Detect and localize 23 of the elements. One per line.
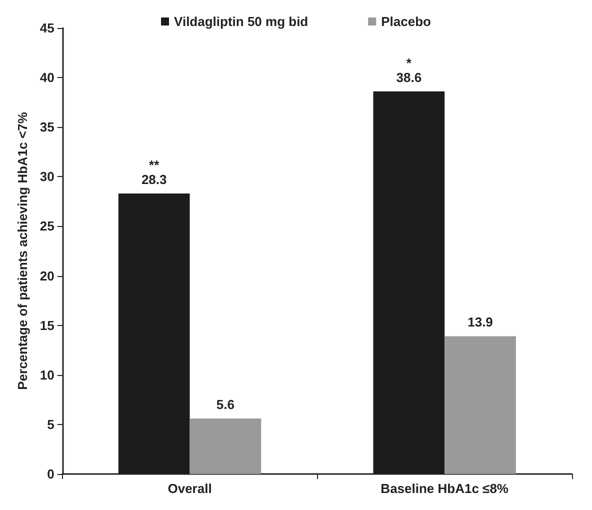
bar — [190, 418, 262, 474]
x-tick-label: Baseline HbA1c ≤8% — [380, 481, 509, 496]
y-tick-label: 0 — [47, 466, 54, 482]
y-tick-label: 10 — [40, 367, 54, 382]
x-tick-label: Overall — [168, 481, 212, 496]
bar — [444, 336, 516, 474]
legend-label: Vildagliptin 50 mg bid — [174, 14, 308, 29]
y-axis-title: Percentage of patients achieving HbA1c <7% — [15, 112, 30, 390]
data-label: 38.6 — [396, 70, 422, 85]
data-label: 28.3 — [141, 172, 167, 188]
y-tick-label: 5 — [47, 416, 54, 432]
data-label: 5.6 — [216, 397, 234, 412]
y-tick-label: 40 — [40, 70, 54, 86]
data-label: 13.9 — [468, 314, 493, 330]
annotation: ** — [149, 158, 160, 173]
y-tick-label: 20 — [40, 268, 54, 284]
y-tick-label: 25 — [40, 218, 54, 234]
legend-label: Placebo — [381, 14, 432, 29]
y-tick-label: 35 — [40, 120, 54, 135]
y-tick-label: 30 — [40, 169, 54, 184]
y-tick-label: 45 — [40, 20, 54, 36]
annotation: * — [406, 55, 412, 70]
y-tick-label: 15 — [40, 318, 54, 333]
